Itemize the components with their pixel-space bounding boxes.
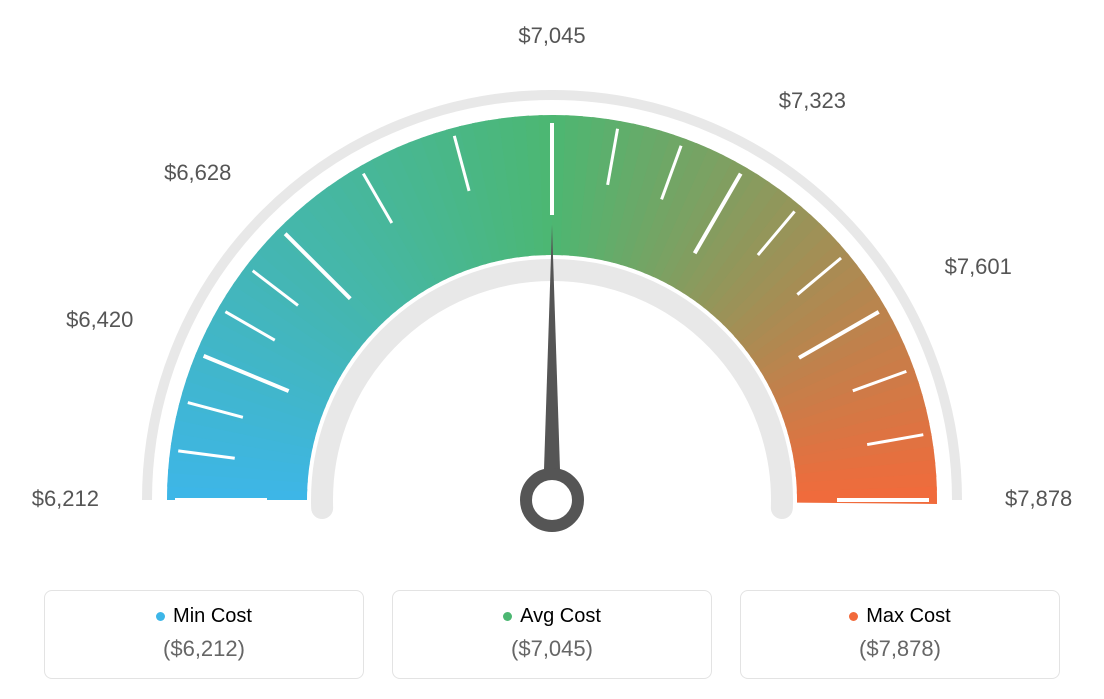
gauge-svg: $6,212 $6,420 $6,628 $7,045 $7,323 $7,601 $7,8… xyxy=(20,20,1084,560)
gauge-tick-label: $6,420 xyxy=(66,307,133,332)
legend-value-avg: ($7,045) xyxy=(411,636,693,662)
dot-icon xyxy=(503,612,512,621)
legend-card-max: Max Cost ($7,878) xyxy=(740,590,1060,679)
legend-value-min: ($6,212) xyxy=(63,636,345,662)
gauge-tick-label: $7,601 xyxy=(945,254,1012,279)
legend-row: Min Cost ($6,212) Avg Cost ($7,045) Max … xyxy=(20,590,1084,679)
legend-title-max: Max Cost xyxy=(849,605,950,628)
gauge-hub xyxy=(526,474,578,526)
legend-card-avg: Avg Cost ($7,045) xyxy=(392,590,712,679)
legend-card-min: Min Cost ($6,212) xyxy=(44,590,364,679)
gauge-tick-label: $6,212 xyxy=(32,486,99,511)
gauge-tick-label: $7,045 xyxy=(518,23,585,48)
dot-icon xyxy=(849,612,858,621)
legend-label-max: Max Cost xyxy=(866,605,950,628)
dot-icon xyxy=(156,612,165,621)
legend-title-avg: Avg Cost xyxy=(503,605,601,628)
gauge-tick-label: $7,878 xyxy=(1005,486,1072,511)
legend-label-min: Min Cost xyxy=(173,605,252,628)
legend-title-min: Min Cost xyxy=(156,605,252,628)
gauge-chart: $6,212 $6,420 $6,628 $7,045 $7,323 $7,601 $7,8… xyxy=(20,20,1084,679)
legend-label-avg: Avg Cost xyxy=(520,605,601,628)
legend-value-max: ($7,878) xyxy=(759,636,1041,662)
gauge-tick-label: $7,323 xyxy=(779,88,846,113)
gauge-tick-label: $6,628 xyxy=(164,160,231,185)
